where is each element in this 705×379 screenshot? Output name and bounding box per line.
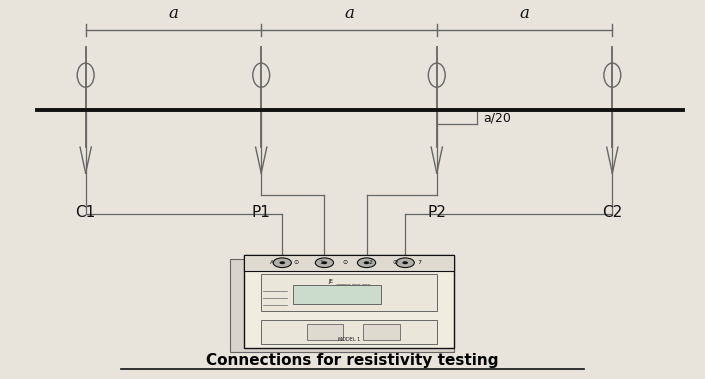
- Text: C2: C2: [602, 205, 623, 220]
- Circle shape: [396, 258, 415, 268]
- Circle shape: [357, 258, 376, 268]
- Bar: [293, 285, 381, 304]
- Bar: [244, 255, 454, 348]
- Bar: [363, 324, 400, 340]
- Bar: [262, 274, 437, 311]
- Circle shape: [321, 261, 327, 264]
- Bar: [307, 324, 343, 340]
- Text: ⊙: ⊙: [392, 260, 397, 265]
- Text: P2: P2: [427, 205, 446, 220]
- Circle shape: [279, 261, 285, 264]
- Text: a: a: [520, 5, 529, 22]
- Bar: [244, 255, 454, 271]
- Text: a: a: [344, 5, 354, 22]
- Bar: [262, 320, 437, 344]
- Text: P1: P1: [252, 205, 271, 220]
- Circle shape: [364, 261, 369, 264]
- Text: 7: 7: [417, 260, 421, 265]
- Text: ⊙: ⊙: [343, 260, 348, 265]
- Text: a/20: a/20: [483, 111, 511, 125]
- Text: 2: 2: [368, 260, 372, 265]
- Text: 1: 1: [319, 260, 323, 265]
- Circle shape: [273, 258, 291, 268]
- Text: ⊙: ⊙: [294, 260, 299, 265]
- Text: A: A: [269, 260, 274, 265]
- Text: MODEL 1: MODEL 1: [338, 337, 360, 342]
- Circle shape: [403, 261, 408, 264]
- Text: Connections for resistivity testing: Connections for resistivity testing: [207, 353, 498, 368]
- Text: C1: C1: [75, 205, 96, 220]
- Circle shape: [315, 258, 333, 268]
- Text: a: a: [168, 5, 178, 22]
- Text: JE  _____ ___ ___: JE _____ ___ ___: [328, 279, 370, 284]
- Bar: [230, 259, 454, 352]
